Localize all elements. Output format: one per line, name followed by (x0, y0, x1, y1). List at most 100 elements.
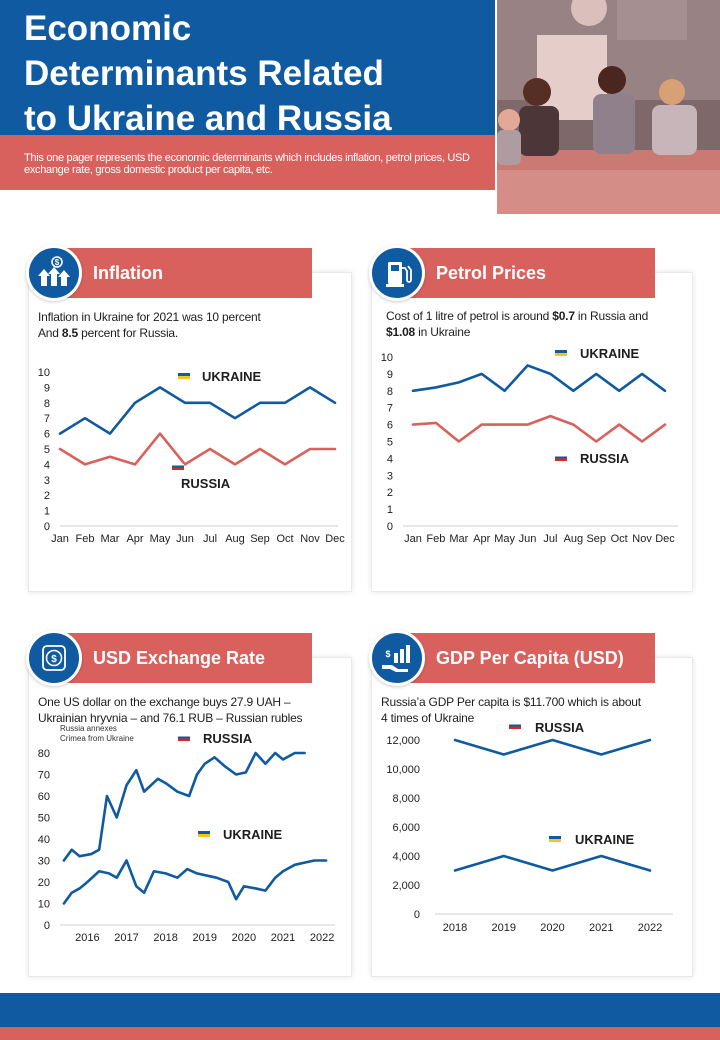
usd-badge: $ (26, 630, 82, 686)
usd-series-russia-line (62, 751, 306, 862)
inflation-x-tick: Apr (126, 533, 143, 545)
usd-legend-ukraine: UKRAINE (223, 827, 283, 842)
inflation-y-tick: 0 (44, 521, 50, 533)
petrol-card (371, 272, 693, 592)
inflation-desc-tail: percent for Russia. (77, 326, 179, 340)
gdp-title: GDP Per Capita (USD) (436, 648, 624, 668)
usd-x-tick: 2016 (75, 932, 99, 944)
team-meeting-photo (497, 0, 720, 214)
inflation-y-tick: 7 (44, 413, 50, 425)
usd-y-tick: 0 (44, 920, 50, 932)
gdp-legend-flag-ukraine-top (549, 836, 561, 839)
petrol-legend-russia: RUSSIA (580, 451, 630, 466)
gdp-legend-russia: RUSSIA (535, 720, 585, 735)
footer-bar (0, 993, 720, 1027)
subtitle-band (0, 135, 495, 190)
petrol-x-tick: Nov (632, 533, 652, 545)
petrol-description: Cost of 1 litre of petrol is around $0.7… (386, 308, 656, 340)
inflation-x-tick: May (150, 533, 171, 545)
svg-text:$: $ (55, 258, 60, 267)
inflation-chart: 0 1 2 3 4 5 6 7 8 9 10 Jan Feb Mar Apr May Jun Jul Aug Sep O… (38, 367, 346, 545)
petrol-x-tick: Oct (611, 533, 628, 545)
inflation-x-tick: Oct (276, 533, 293, 545)
petrol-legend-flag-russia-mid (555, 456, 567, 459)
inflation-legend-flag-russia-mid (172, 465, 184, 468)
gdp-chart: 0 2,000 4,000 6,000 8,000 10,000 12,000 2018 201… (386, 720, 673, 934)
usd-y-tick: 60 (38, 791, 50, 803)
usd-card (28, 657, 352, 977)
page-title: Economic Determinants Related to Ukraine… (24, 9, 392, 138)
inflation-x-tick: Mar (101, 533, 120, 545)
petrol-legend-flag-russia-bottom (555, 458, 567, 461)
inflation-x-tick: Nov (300, 533, 320, 545)
page-subtitle: This one pager represents the economic d… (24, 152, 470, 176)
inflation-y-tick: 6 (44, 429, 50, 441)
inflation-legend-ukraine: UKRAINE (202, 369, 262, 384)
petrol-x-tick: Jul (543, 533, 557, 545)
petrol-ukraine-price: $1.08 (386, 325, 416, 339)
usd-x-tick: 2020 (232, 932, 256, 944)
usd-x-tick: 2017 (114, 932, 138, 944)
petrol-x-tick: Apr (473, 533, 490, 545)
petrol-series-ukraine-line (411, 364, 667, 393)
inflation-series-ukraine-line (58, 386, 337, 435)
inflation-y-tick: 4 (44, 459, 50, 471)
petrol-x-tick: Sep (586, 533, 606, 545)
usd-y-tick: 30 (38, 856, 50, 868)
inflation-x-tick: Aug (225, 533, 245, 545)
petrol-russia-price: $0.7 (552, 309, 575, 323)
gdp-series-ukraine-line (453, 854, 652, 872)
inflation-card (28, 272, 352, 592)
gdp-x-tick: 2020 (540, 922, 564, 934)
petrol-y-tick: 1 (387, 504, 393, 516)
petrol-y-tick: 9 (387, 369, 393, 381)
usd-y-tick: 50 (38, 813, 50, 825)
usd-title: USD Exchange Rate (93, 648, 266, 668)
svg-text:$: $ (385, 649, 390, 659)
usd-header (52, 633, 312, 683)
gdp-chart-hand-icon: $ (382, 645, 410, 672)
inflation-badge: $ (26, 245, 82, 301)
usd-description: One US dollar on the exchange buys 27.9 … (38, 695, 303, 725)
gdp-header (395, 633, 655, 683)
petrol-x-tick: Jan (404, 533, 422, 545)
petrol-y-tick: 4 (387, 453, 393, 465)
gdp-legend-flag-ukraine-bottom (549, 839, 561, 842)
petrol-y-tick: 8 (387, 386, 393, 398)
inflation-legend-flag-ukraine-top (178, 373, 190, 376)
usd-x-tick: 2022 (310, 932, 334, 944)
petrol-header (395, 248, 655, 298)
inflation-title: Inflation (93, 263, 163, 283)
petrol-chart: 0 1 2 3 4 5 6 7 8 9 10 Jan Feb Mar Apr May Jun Jul Aug Sep O… (381, 346, 678, 545)
gdp-badge: $ (369, 630, 425, 686)
gdp-x-tick: 2022 (638, 922, 662, 934)
inflation-desc-text: Inflation in Ukraine for 2021 was 10 per… (38, 310, 261, 340)
inflation-header (52, 248, 312, 298)
petrol-legend-flag-ukraine-top (555, 350, 567, 353)
gdp-description: Russia’a GDP Per capita is $11.700 which… (381, 695, 641, 725)
petrol-y-tick: 6 (387, 420, 393, 432)
petrol-x-tick: Dec (655, 533, 675, 545)
petrol-y-tick: 0 (387, 521, 393, 533)
gdp-y-tick: 12,000 (386, 735, 420, 747)
usd-legend-flag-ukraine-top (198, 831, 210, 834)
petrol-y-tick: 3 (387, 470, 393, 482)
petrol-y-tick: 5 (387, 437, 393, 449)
gdp-y-tick: 10,000 (386, 764, 420, 776)
header-banner: Economic Determinants Related to Ukraine… (0, 0, 495, 138)
inflation-y-tick: 1 (44, 506, 50, 518)
inflation-y-tick: 9 (44, 382, 50, 394)
usd-y-tick: 70 (38, 770, 50, 782)
inflation-x-tick: Dec (325, 533, 345, 545)
petrol-series-russia-line (411, 414, 667, 443)
petrol-y-tick: 10 (381, 352, 393, 364)
gdp-y-tick: 6,000 (392, 822, 420, 834)
inflation-desc-highlight: 8.5 (61, 326, 78, 340)
inflation-series-russia-line (58, 432, 337, 466)
petrol-desc-mid: in Russia and (574, 309, 649, 323)
usd-y-tick: 20 (38, 877, 50, 889)
petrol-y-tick: 7 (387, 403, 393, 415)
gdp-x-tick: 2018 (443, 922, 467, 934)
gdp-legend-ukraine: UKRAINE (575, 832, 635, 847)
usd-x-tick: 2018 (153, 932, 177, 944)
